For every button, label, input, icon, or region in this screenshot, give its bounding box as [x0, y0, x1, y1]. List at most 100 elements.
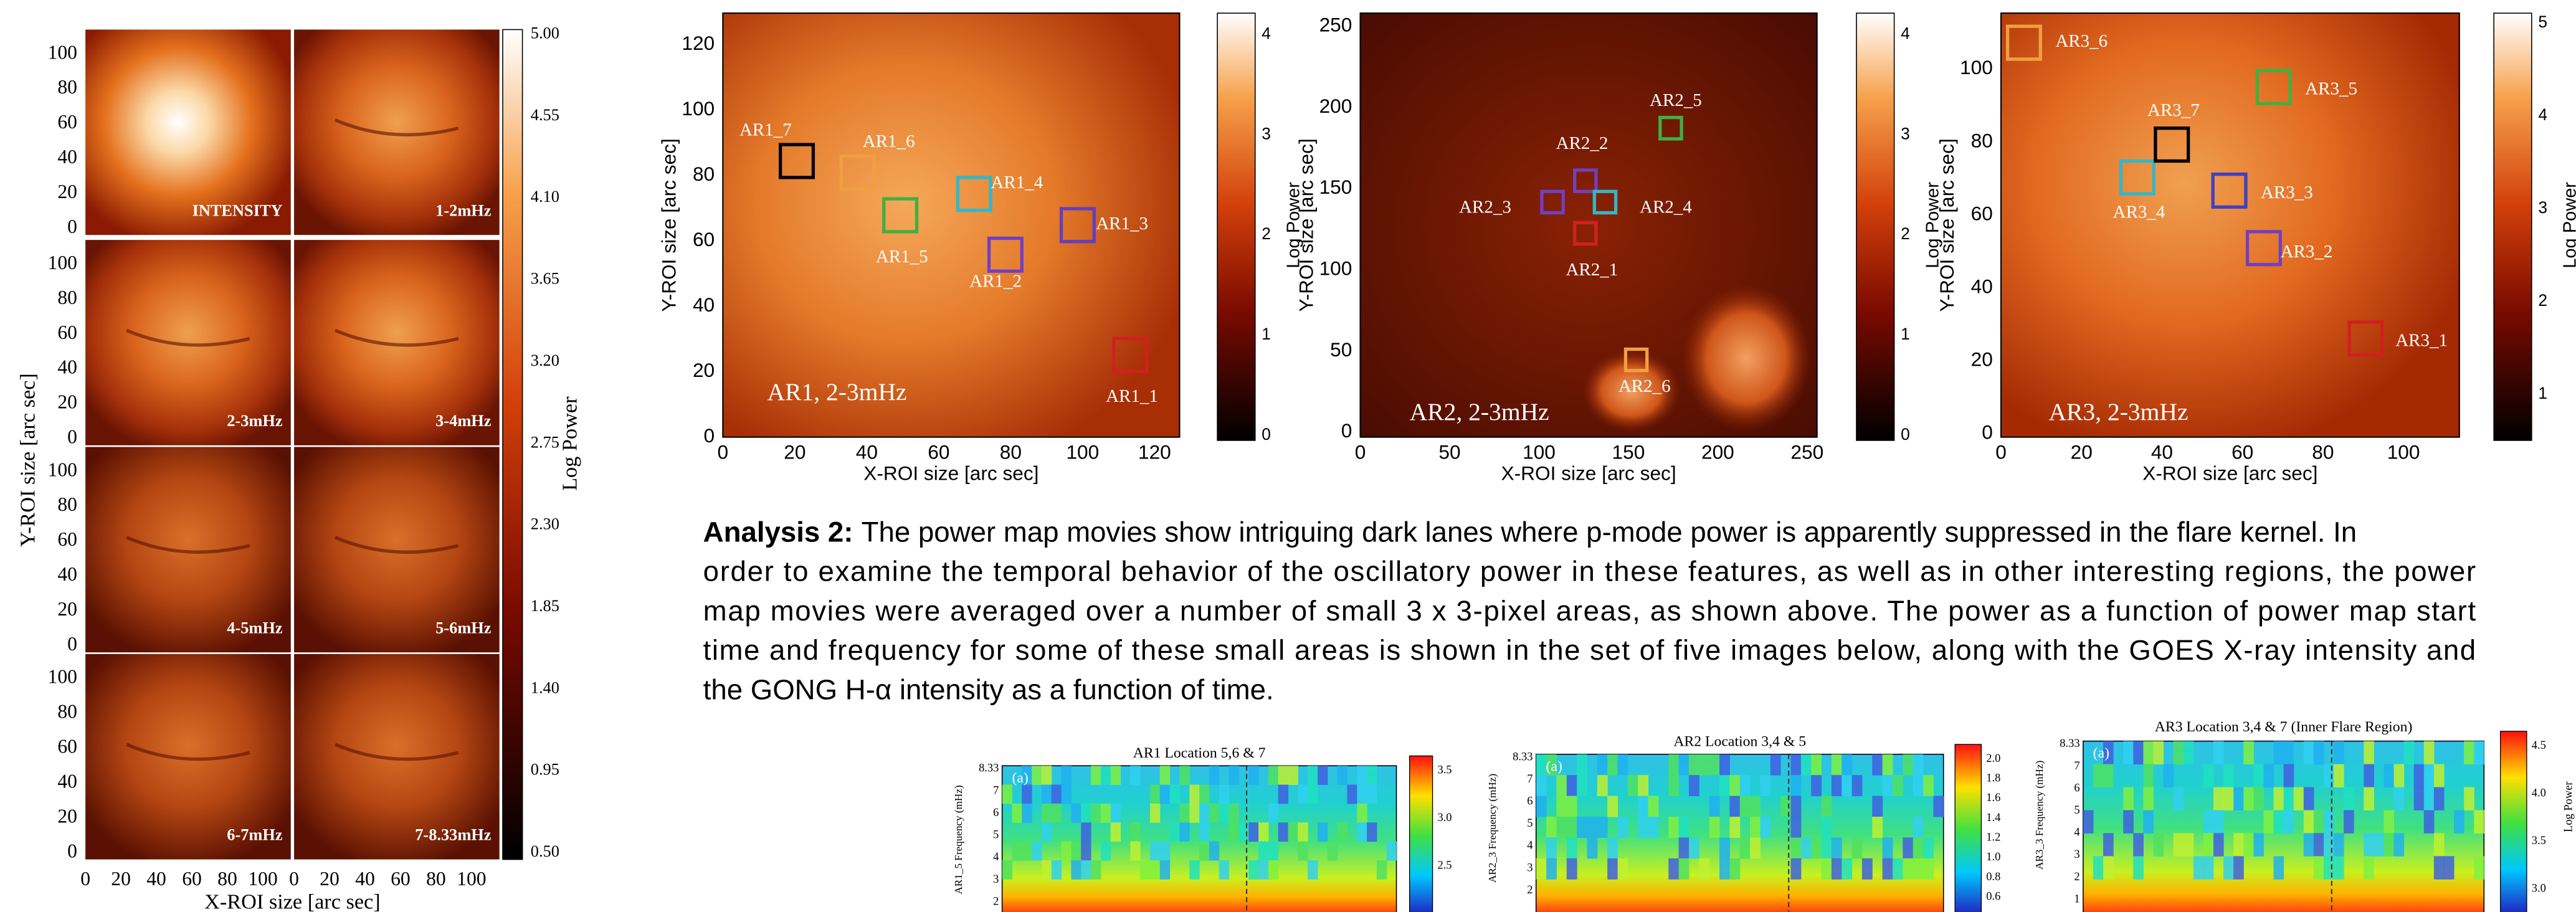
- paragraph-heading: Analysis 2:: [703, 516, 853, 548]
- colorbar-label: Log Power: [2560, 182, 2576, 268]
- spectrogram-cell: [1688, 754, 1699, 776]
- spectrogram-cell: [1638, 817, 1649, 838]
- spectrogram-cell: [2323, 810, 2334, 834]
- spectrogram-cell: [1607, 754, 1618, 776]
- paragraph-text: the GONG H-α intensity as a function of …: [703, 674, 1274, 706]
- y-tick-label: 0: [1982, 421, 1993, 444]
- spectrogram-cell: [1913, 754, 1924, 776]
- spectrogram-cell: [1577, 775, 1587, 797]
- spectrogram-cell: [1012, 841, 1022, 861]
- spectrogram-cell: [1258, 822, 1269, 842]
- y-tick-label: 8.33: [2060, 737, 2079, 749]
- y-tick-label: 60: [57, 111, 77, 133]
- spectrogram-cell: [2313, 856, 2324, 880]
- region-label: AR2_2: [1556, 133, 1609, 153]
- x-tick-label: 100: [1523, 440, 1556, 463]
- power-panel: [85, 240, 291, 445]
- spectrogram-cell: [1159, 860, 1171, 880]
- y-tick-label: 80: [57, 701, 77, 723]
- spectrogram-cell: [1780, 796, 1791, 817]
- spectrogram-cell: [1061, 784, 1072, 804]
- paragraph-text: order to examine the temporal behavior o…: [703, 556, 2476, 587]
- spectrogram-cell: [2233, 787, 2244, 810]
- paragraph-line: Analysis 2: The power map movies show int…: [703, 516, 2357, 548]
- y-tick-label: 40: [57, 770, 77, 792]
- spectrogram-cell: [1149, 841, 1161, 861]
- spectrogram-cell: [1688, 775, 1699, 797]
- spectrogram-cell: [2253, 764, 2264, 788]
- paragraph-line: map movies were averaged over a number o…: [703, 595, 2476, 627]
- spectrogram-cell: [1051, 784, 1062, 804]
- spectrogram-cell: [1750, 837, 1761, 859]
- spectrogram-cell: [1012, 803, 1022, 823]
- spectrogram-cell: [2433, 833, 2445, 857]
- y-tick-label: 5: [2074, 804, 2079, 816]
- y-tick-label: 40: [693, 293, 715, 316]
- power-panel: [294, 653, 500, 860]
- y-tick-label: 0: [1341, 419, 1352, 442]
- y-tick-label: 7: [993, 784, 999, 796]
- spectrogram-cell: [1648, 817, 1659, 838]
- y-tick-label: 60: [57, 736, 77, 758]
- spectrogram-cell: [1140, 860, 1151, 880]
- region-box: [2347, 320, 2384, 357]
- region-box: [2245, 230, 2282, 267]
- spectrogram-cell: [1790, 775, 1802, 797]
- colorbar-tick-label: 4: [2538, 105, 2547, 124]
- spectrogram-cell: [1638, 796, 1649, 817]
- spectrogram-cell: [2283, 787, 2294, 810]
- spectrogram-cell: [1130, 766, 1141, 786]
- y-tick-label: 60: [1971, 202, 1993, 224]
- spectrogram-cell: [1317, 766, 1328, 786]
- spectrogram-cell: [1219, 803, 1230, 823]
- spectrogram-cell: [2384, 833, 2395, 857]
- spectrogram-cell: [2243, 787, 2254, 810]
- spectrogram-cell: [1357, 784, 1367, 804]
- y-tick-label: 100: [48, 252, 77, 273]
- spectrogram-cell: [1081, 860, 1091, 880]
- power-map: [2000, 12, 2460, 438]
- spectrogram-cell: [1149, 803, 1161, 823]
- colorbar-tick-label: 2: [1901, 224, 1910, 243]
- region-box: [956, 176, 992, 212]
- spectrogram-cell: [2253, 833, 2264, 857]
- spectrogram-cell: [1903, 754, 1914, 776]
- spectrogram-cell: [2323, 764, 2334, 788]
- y-tick-label: 8.33: [1513, 750, 1533, 762]
- spectrogram-cell: [1248, 860, 1259, 880]
- y-tick-label: 0: [67, 426, 77, 448]
- spectrogram-cell: [1861, 858, 1873, 880]
- y-tick-label: 150: [1319, 176, 1352, 198]
- region-label: AR1_3: [1096, 214, 1148, 234]
- y-axis-label: Y-ROI size [arc sec]: [1295, 138, 1318, 311]
- y-tick-label: 100: [48, 458, 77, 480]
- spectrogram-cell: [1607, 837, 1618, 859]
- spectrogram-cell: [2323, 856, 2334, 880]
- y-axis-label: Y-ROI size [arc sec]: [657, 138, 680, 311]
- region-box: [2255, 69, 2292, 105]
- spectrogram-cell: [1607, 796, 1618, 817]
- spectrogram-cell: [1051, 860, 1062, 880]
- spectrogram-cell: [2464, 787, 2474, 810]
- y-axis-label: Y-ROI size [arc sec]: [1936, 138, 1958, 311]
- spectrogram-cell: [2384, 764, 2395, 788]
- spectrogram-cell: [2123, 787, 2134, 810]
- region-box: [1623, 347, 1649, 373]
- colorbar-tick-label: 5.00: [531, 24, 559, 42]
- y-tick-label: 80: [57, 76, 77, 98]
- spectrogram-cell: [1811, 775, 1822, 797]
- y-axis-label: Y-ROI size [arc sec]: [16, 373, 39, 547]
- paragraph-text: The power map movies show intriguing dar…: [862, 516, 2357, 548]
- colorbar-label: Log Power: [1284, 182, 1304, 268]
- spectrogram-cell: [1770, 754, 1781, 776]
- colorbar-tick-label: 4: [1262, 24, 1271, 42]
- spectrogram-cell: [2433, 787, 2445, 810]
- spectrogram-cell: [2273, 787, 2284, 810]
- region-label: AR1_1: [1106, 386, 1158, 406]
- spectrogram-cell: [2203, 856, 2214, 880]
- spectrogram-cell: [2413, 764, 2425, 788]
- spectrogram-cell: [1729, 775, 1741, 797]
- spectrogram-cell: [2273, 810, 2284, 834]
- spectrogram-cell: [1327, 841, 1338, 861]
- plot-title: AR1 Location 5,6 & 7: [1133, 745, 1266, 761]
